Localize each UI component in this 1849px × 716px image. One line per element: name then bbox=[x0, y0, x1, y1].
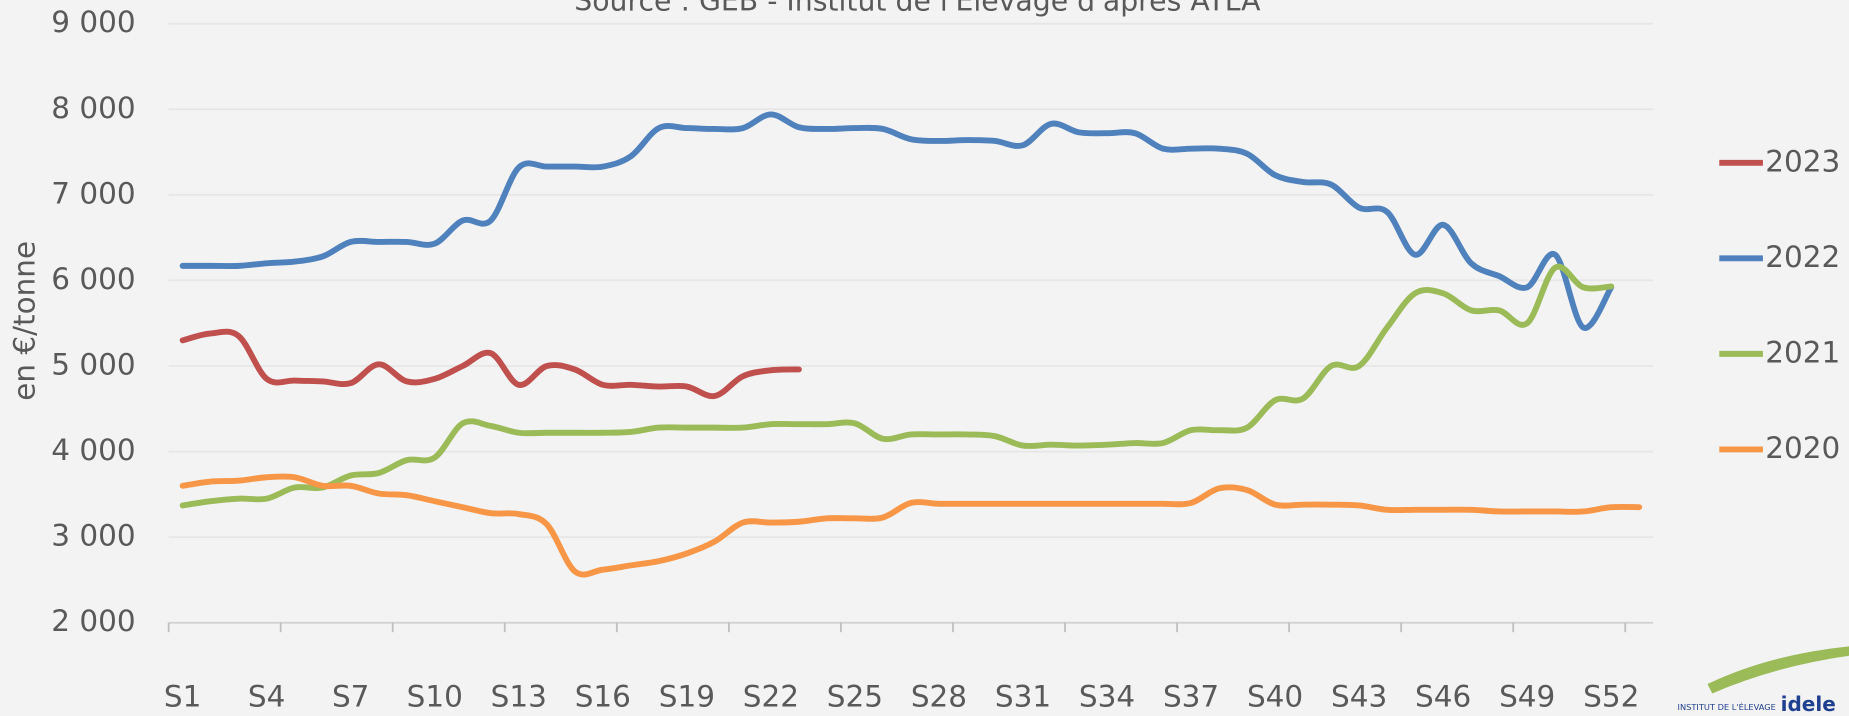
x-tick-label: S7 bbox=[332, 680, 369, 714]
x-tick-label: S13 bbox=[491, 680, 547, 714]
logo-swoosh bbox=[1707, 646, 1849, 694]
legend-label: 2022 bbox=[1765, 240, 1840, 274]
series-line bbox=[179, 473, 1643, 578]
series-line bbox=[179, 328, 802, 400]
legend-label: 2020 bbox=[1765, 431, 1840, 465]
x-tick-label: S52 bbox=[1583, 680, 1639, 714]
x-tick-label: S34 bbox=[1079, 680, 1135, 714]
x-tick-label: S46 bbox=[1415, 680, 1471, 714]
y-tick-label: 7 000 bbox=[51, 176, 135, 210]
y-tick-label: 6 000 bbox=[51, 262, 135, 296]
x-tick-label: S43 bbox=[1331, 680, 1387, 714]
series-line bbox=[179, 111, 1615, 331]
y-tick-label: 4 000 bbox=[51, 433, 135, 467]
y-tick-label: 8 000 bbox=[51, 91, 135, 125]
x-tick-label: S19 bbox=[659, 680, 715, 714]
logo-big: idele bbox=[1781, 692, 1836, 716]
x-tick-label: S37 bbox=[1163, 680, 1219, 714]
y-axis-label: en €/tonne bbox=[7, 241, 41, 401]
x-tick-label: S49 bbox=[1499, 680, 1555, 714]
series-line bbox=[179, 263, 1615, 509]
x-tick-label: S4 bbox=[248, 680, 285, 714]
x-tick-label: S1 bbox=[164, 680, 201, 714]
chart-subtitle: Source : GEB - Institut de l'Elevage d'a… bbox=[574, 0, 1261, 17]
x-tick-label: S22 bbox=[743, 680, 799, 714]
x-tick-label: S28 bbox=[911, 680, 967, 714]
legend-label: 2023 bbox=[1765, 144, 1840, 178]
y-tick-label: 3 000 bbox=[51, 519, 135, 553]
x-tick-label: S31 bbox=[995, 680, 1051, 714]
y-tick-label: 9 000 bbox=[51, 5, 135, 39]
y-tick-label: 2 000 bbox=[51, 604, 135, 638]
y-tick-label: 5 000 bbox=[51, 348, 135, 382]
logo-small: INSTITUT DE L'ÉLEVAGE bbox=[1678, 701, 1776, 712]
x-tick-label: S25 bbox=[827, 680, 883, 714]
legend-label: 2021 bbox=[1765, 335, 1840, 369]
x-tick-label: S40 bbox=[1247, 680, 1303, 714]
x-tick-label: S10 bbox=[407, 680, 463, 714]
logo: INSTITUT DE L'ÉLEVAGE idele bbox=[1678, 646, 1849, 716]
x-tick-label: S16 bbox=[575, 680, 631, 714]
